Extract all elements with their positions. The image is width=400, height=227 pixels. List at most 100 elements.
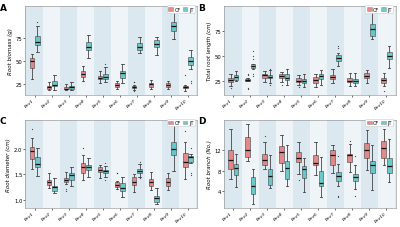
PathPatch shape bbox=[251, 65, 256, 69]
PathPatch shape bbox=[132, 178, 136, 185]
Bar bbox=[162, 7, 179, 96]
PathPatch shape bbox=[302, 167, 306, 178]
Bar bbox=[60, 7, 77, 96]
Bar bbox=[225, 120, 242, 208]
Bar bbox=[378, 120, 395, 208]
PathPatch shape bbox=[64, 178, 68, 182]
PathPatch shape bbox=[103, 170, 108, 173]
Bar bbox=[259, 120, 276, 208]
PathPatch shape bbox=[171, 142, 176, 156]
PathPatch shape bbox=[353, 80, 358, 84]
PathPatch shape bbox=[387, 52, 392, 60]
PathPatch shape bbox=[120, 184, 125, 191]
PathPatch shape bbox=[336, 173, 340, 181]
PathPatch shape bbox=[98, 77, 102, 80]
Bar bbox=[344, 120, 361, 208]
PathPatch shape bbox=[364, 144, 369, 158]
PathPatch shape bbox=[81, 71, 85, 78]
Bar bbox=[310, 120, 327, 208]
PathPatch shape bbox=[364, 74, 369, 78]
PathPatch shape bbox=[137, 170, 142, 173]
Text: A: A bbox=[0, 4, 6, 13]
Bar bbox=[344, 7, 361, 96]
Bar bbox=[26, 7, 43, 96]
PathPatch shape bbox=[279, 74, 284, 79]
PathPatch shape bbox=[120, 72, 125, 78]
PathPatch shape bbox=[154, 196, 159, 202]
Bar bbox=[179, 120, 196, 208]
Bar bbox=[162, 120, 179, 208]
Bar bbox=[327, 120, 344, 208]
Y-axis label: Root branch (No.): Root branch (No.) bbox=[207, 140, 212, 189]
PathPatch shape bbox=[81, 164, 85, 173]
PathPatch shape bbox=[52, 82, 57, 86]
PathPatch shape bbox=[245, 138, 250, 157]
PathPatch shape bbox=[268, 169, 272, 185]
PathPatch shape bbox=[370, 161, 374, 173]
Text: D: D bbox=[198, 117, 206, 126]
PathPatch shape bbox=[35, 158, 40, 167]
PathPatch shape bbox=[98, 168, 102, 172]
PathPatch shape bbox=[115, 84, 120, 88]
Bar bbox=[242, 120, 259, 208]
Bar bbox=[77, 120, 94, 208]
PathPatch shape bbox=[149, 83, 154, 88]
Bar bbox=[327, 7, 344, 96]
PathPatch shape bbox=[381, 142, 386, 159]
Bar bbox=[378, 7, 395, 96]
PathPatch shape bbox=[279, 146, 284, 163]
PathPatch shape bbox=[166, 84, 170, 87]
Text: B: B bbox=[198, 4, 205, 13]
PathPatch shape bbox=[262, 75, 267, 78]
PathPatch shape bbox=[115, 182, 120, 187]
Bar bbox=[361, 120, 378, 208]
PathPatch shape bbox=[183, 154, 188, 167]
Bar bbox=[145, 120, 162, 208]
PathPatch shape bbox=[313, 78, 318, 84]
Legend: CF, JT: CF, JT bbox=[167, 6, 195, 14]
Bar bbox=[94, 7, 111, 96]
Bar bbox=[77, 7, 94, 96]
PathPatch shape bbox=[347, 154, 352, 162]
PathPatch shape bbox=[268, 76, 272, 79]
PathPatch shape bbox=[171, 23, 176, 32]
PathPatch shape bbox=[285, 75, 290, 81]
PathPatch shape bbox=[313, 155, 318, 165]
Bar bbox=[276, 120, 293, 208]
PathPatch shape bbox=[285, 161, 290, 179]
Bar bbox=[179, 7, 196, 96]
PathPatch shape bbox=[347, 79, 352, 83]
Bar bbox=[128, 7, 145, 96]
Bar bbox=[145, 7, 162, 96]
PathPatch shape bbox=[30, 59, 34, 69]
Bar bbox=[43, 7, 60, 96]
PathPatch shape bbox=[166, 178, 170, 186]
PathPatch shape bbox=[228, 78, 233, 82]
PathPatch shape bbox=[69, 173, 74, 180]
PathPatch shape bbox=[387, 159, 392, 173]
Bar bbox=[94, 120, 111, 208]
Bar bbox=[361, 7, 378, 96]
PathPatch shape bbox=[46, 180, 51, 185]
PathPatch shape bbox=[132, 86, 136, 89]
Y-axis label: Total root length (cm): Total root length (cm) bbox=[207, 22, 212, 81]
PathPatch shape bbox=[296, 152, 301, 163]
PathPatch shape bbox=[183, 87, 188, 89]
Bar bbox=[60, 120, 77, 208]
Bar bbox=[225, 7, 242, 96]
PathPatch shape bbox=[353, 174, 358, 182]
PathPatch shape bbox=[35, 37, 40, 45]
PathPatch shape bbox=[330, 75, 335, 80]
Bar bbox=[128, 120, 145, 208]
PathPatch shape bbox=[245, 79, 250, 81]
PathPatch shape bbox=[52, 186, 57, 192]
PathPatch shape bbox=[69, 86, 74, 89]
Bar bbox=[111, 7, 128, 96]
PathPatch shape bbox=[234, 164, 238, 176]
PathPatch shape bbox=[251, 178, 256, 194]
PathPatch shape bbox=[336, 56, 340, 61]
Y-axis label: Root biomass (g): Root biomass (g) bbox=[8, 28, 13, 75]
PathPatch shape bbox=[319, 75, 324, 79]
PathPatch shape bbox=[103, 74, 108, 79]
PathPatch shape bbox=[262, 154, 267, 165]
